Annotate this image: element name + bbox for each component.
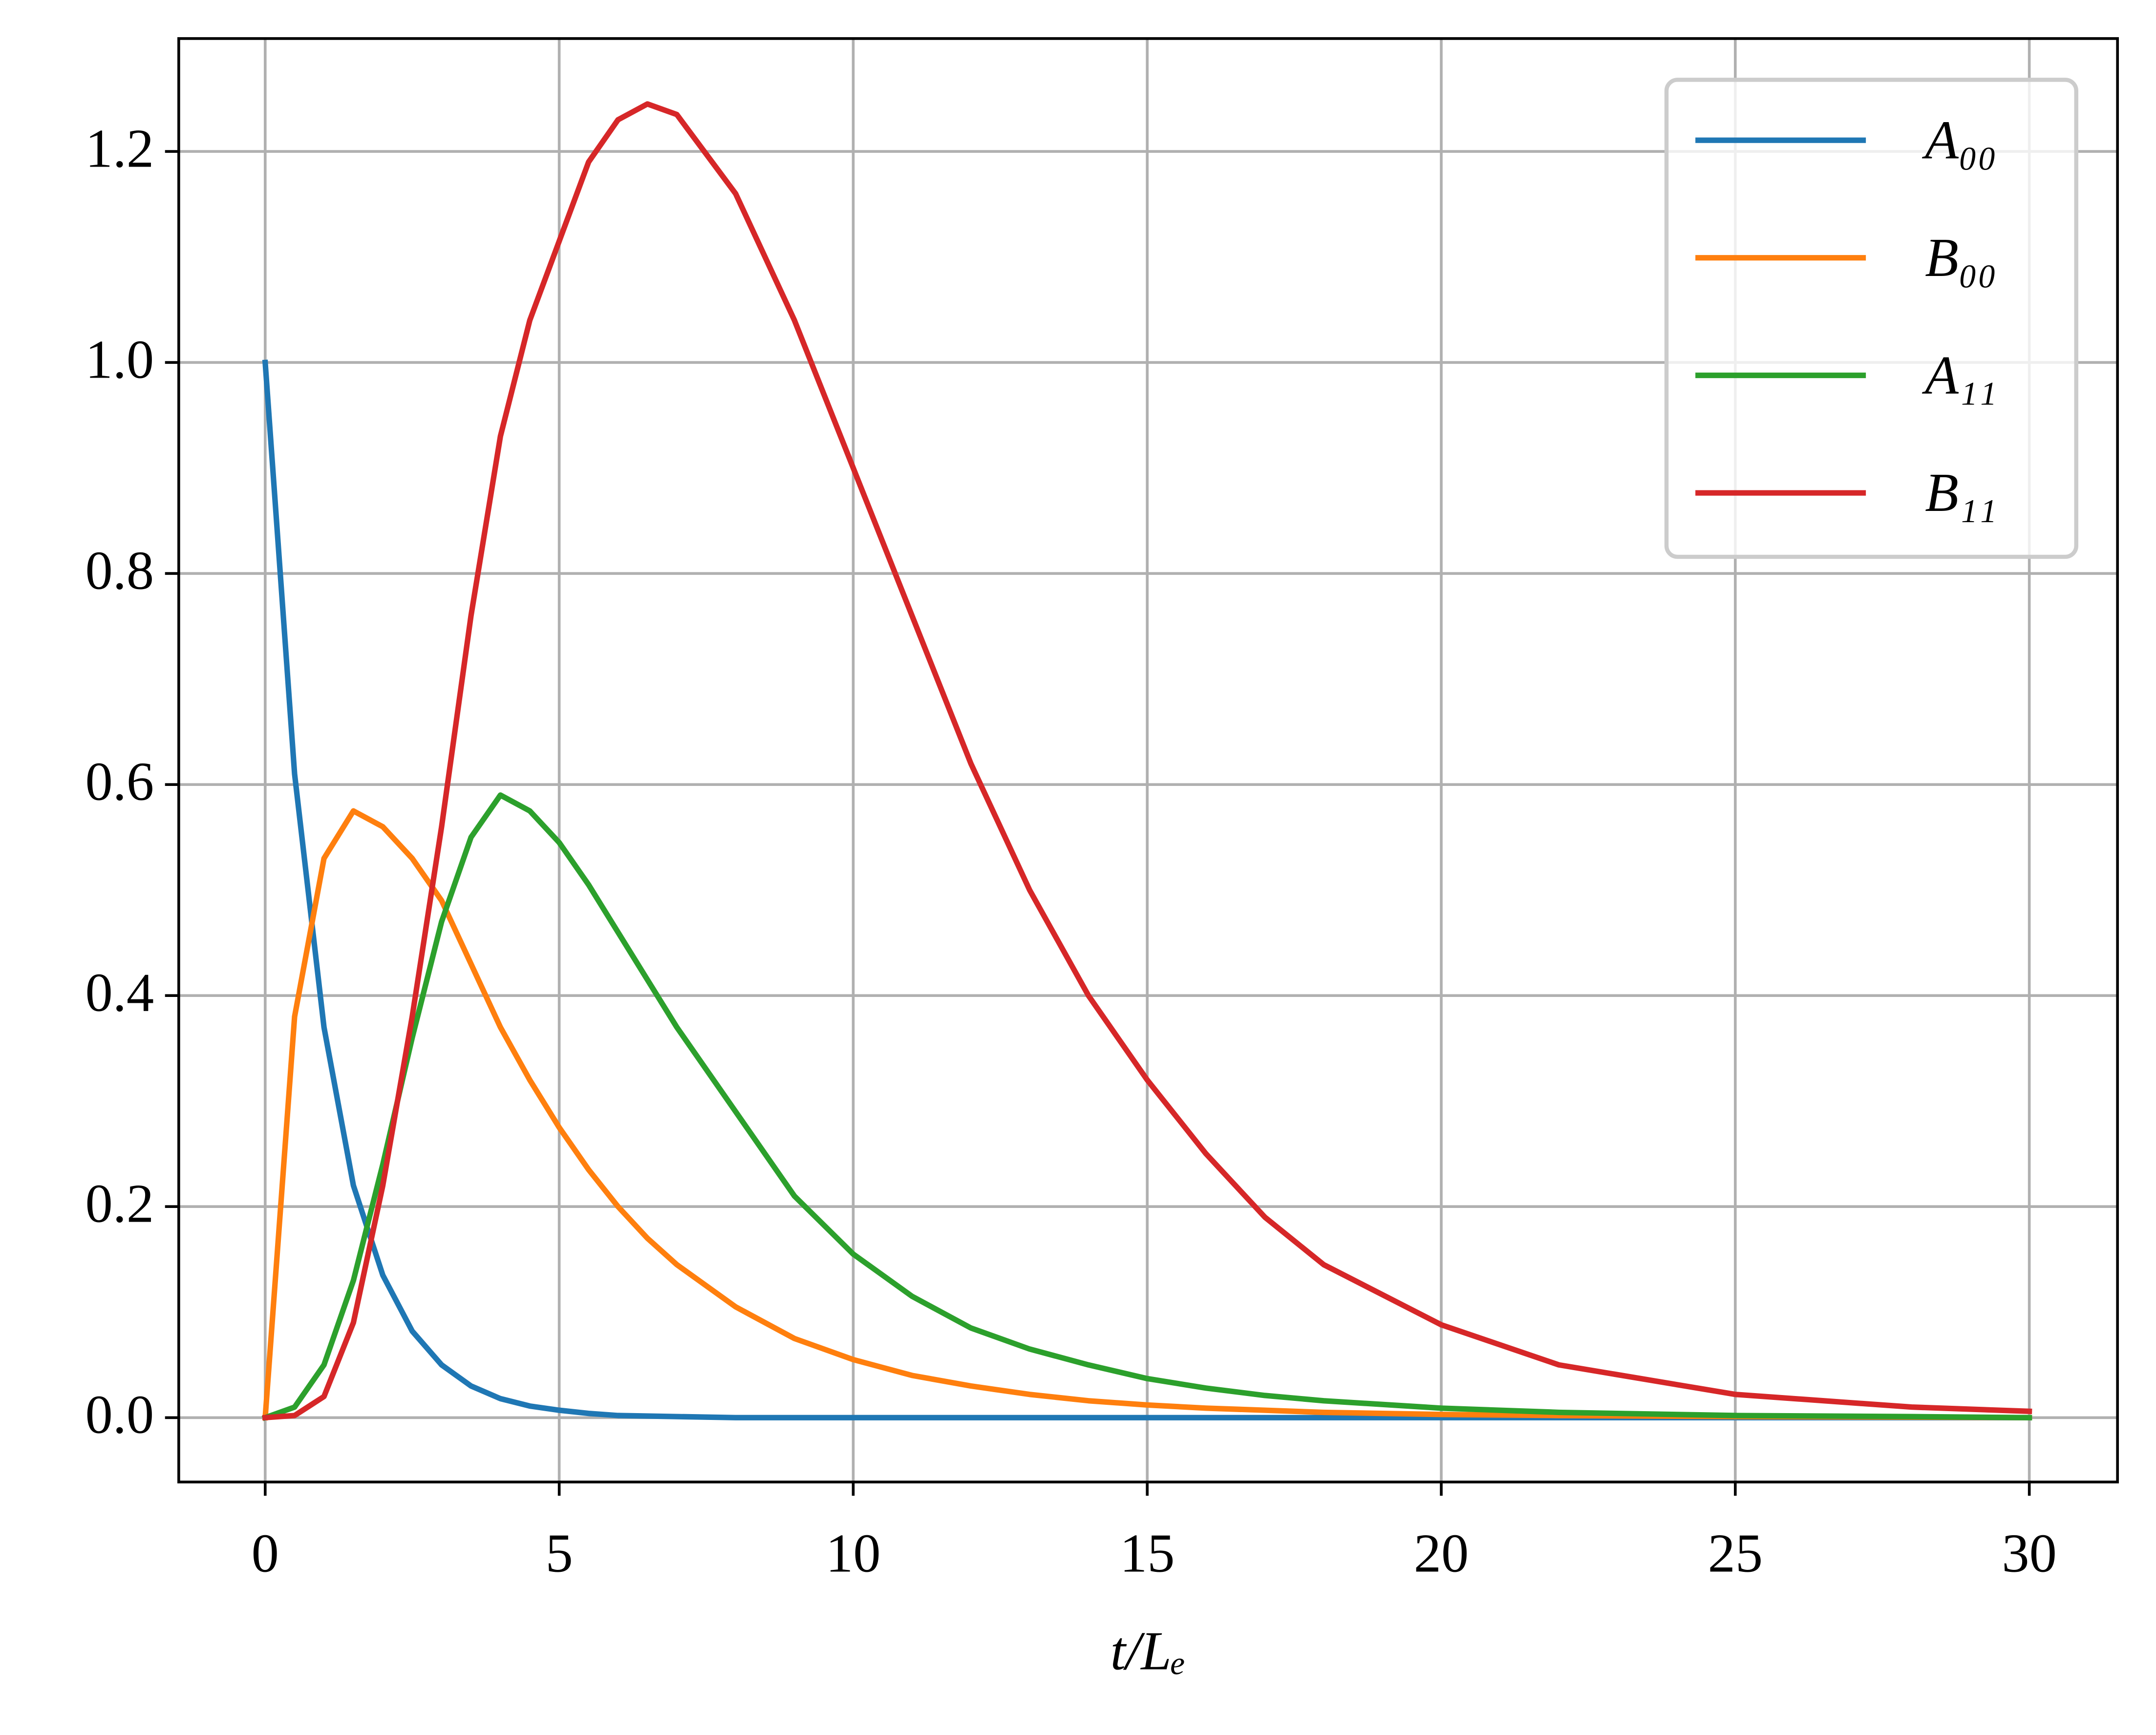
series-line — [261, 792, 2032, 1421]
y-tick-label: 0.6 — [85, 752, 154, 812]
y-tick-label: 0.4 — [85, 963, 154, 1023]
series-line — [262, 360, 2032, 1420]
legend-box — [1664, 78, 2078, 559]
y-tick-label: 1.2 — [85, 119, 154, 179]
y-tick-label: 1.0 — [85, 330, 154, 390]
x-tick-label: 15 — [1120, 1523, 1175, 1584]
x-axis-label: t/Lₑ — [1110, 1621, 1186, 1681]
plot-frame — [177, 37, 2119, 1483]
y-tick-label: 0.8 — [85, 541, 154, 601]
legend-label: B₀₀ — [1925, 228, 1997, 288]
legend-label: A₁₁ — [1921, 345, 1997, 406]
x-tick-label: 30 — [2002, 1523, 2057, 1584]
legend-label: B₁₁ — [1925, 463, 1997, 523]
x-tick-label: 0 — [252, 1523, 279, 1584]
legend-label: A₀₀ — [1921, 110, 1997, 170]
y-tick-label: 0.2 — [85, 1174, 154, 1234]
series-line — [262, 101, 2032, 1421]
x-tick-label: 10 — [826, 1523, 881, 1584]
x-tick-label: 20 — [1414, 1523, 1469, 1584]
y-tick-label: 0.0 — [85, 1385, 154, 1445]
x-tick-label: 25 — [1708, 1523, 1763, 1584]
series-line — [262, 808, 2032, 1421]
x-tick-label: 5 — [545, 1523, 573, 1584]
